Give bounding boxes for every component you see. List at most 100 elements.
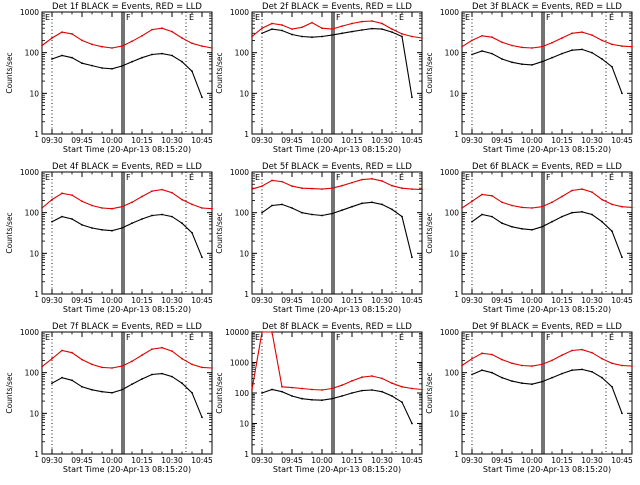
events-point <box>531 383 533 386</box>
events-point <box>521 63 523 66</box>
interval-marker-label: F <box>546 173 551 182</box>
lld-point <box>391 382 393 385</box>
x-tick-label: 10:15 <box>341 296 363 305</box>
lld-point <box>181 198 183 201</box>
events-point <box>151 214 153 217</box>
panel-det-4: Det 4f BLACK = Events, RED = LLD 1 10 100 10… <box>5 162 213 314</box>
lld-point <box>391 184 393 187</box>
events-point <box>121 227 123 229</box>
events-line <box>471 48 623 94</box>
y-axis-label: Counts/sec <box>215 52 224 93</box>
events-point <box>271 388 273 391</box>
interval-marker-label: E <box>45 13 50 22</box>
x-tick-label: 09:30 <box>41 456 63 465</box>
events-line <box>51 373 203 418</box>
plot-frame <box>251 171 423 295</box>
x-tick-label: 10:45 <box>191 136 213 145</box>
events-point <box>201 416 203 419</box>
lld-point <box>571 189 573 192</box>
events-point <box>401 401 403 404</box>
lld-line <box>41 347 213 369</box>
lld-point <box>81 200 83 203</box>
y-tick-label: 10 <box>449 249 459 258</box>
lld-point <box>621 45 623 47</box>
events-point <box>291 395 293 397</box>
interval-marker-label: E <box>399 13 404 22</box>
events-point <box>531 64 533 66</box>
events-point <box>381 390 383 393</box>
events-point <box>111 391 113 394</box>
events-point <box>591 51 593 54</box>
interval-marker-label: E <box>189 13 194 22</box>
x-tick-label: 10:45 <box>611 136 633 145</box>
events-point <box>201 96 203 99</box>
y-tick-label: 100 <box>235 209 250 218</box>
events-point <box>181 60 183 63</box>
events-point <box>481 213 483 216</box>
events-point <box>501 376 503 379</box>
lld-point <box>421 188 423 191</box>
x-tick-label: 10:00 <box>101 136 123 145</box>
lld-point <box>531 47 533 49</box>
y-tick-label: 1 <box>244 450 249 459</box>
lld-point <box>361 20 363 23</box>
lld-point <box>581 348 583 351</box>
events-point <box>411 422 413 425</box>
events-point <box>131 383 133 386</box>
lld-point <box>211 207 213 210</box>
y-axis-label: Counts/sec <box>425 372 434 413</box>
events-line <box>471 211 623 258</box>
events-point <box>401 35 403 38</box>
x-tick-label: 10:00 <box>311 296 333 305</box>
interval-marker-label: E <box>465 333 470 342</box>
x-tick-label: 09:45 <box>71 456 93 465</box>
lld-line <box>461 31 633 49</box>
events-line <box>51 53 203 98</box>
lld-point <box>561 354 563 356</box>
events-point <box>191 231 193 234</box>
events-point <box>181 222 183 225</box>
y-tick-label: 1000 <box>20 328 39 337</box>
events-point <box>581 210 583 213</box>
y-tick-label: 1 <box>34 290 39 299</box>
lld-point <box>311 388 313 391</box>
events-point <box>171 54 173 57</box>
events-point <box>601 220 603 223</box>
lld-point <box>561 37 563 39</box>
y-tick-label: 100 <box>235 389 250 398</box>
lld-point <box>41 365 43 368</box>
lld-point <box>391 28 393 30</box>
lld-point <box>121 205 123 208</box>
lld-point <box>461 364 463 367</box>
lld-point <box>41 44 43 47</box>
x-tick-label: 10:45 <box>191 296 213 305</box>
lld-point <box>191 363 193 366</box>
lld-point <box>151 348 153 350</box>
lld-point <box>551 201 553 204</box>
events-point <box>131 222 133 225</box>
events-point <box>181 382 183 385</box>
lld-point <box>381 377 383 380</box>
lld-point <box>421 37 423 39</box>
events-point <box>621 92 623 95</box>
panel-title: Det 3f BLACK = Events, RED = LLD <box>472 2 622 12</box>
events-point <box>111 229 113 232</box>
x-tick-label: 09:30 <box>461 456 483 465</box>
lld-point <box>51 357 53 360</box>
lld-point <box>401 187 403 190</box>
events-point <box>141 56 143 59</box>
lld-point <box>491 194 493 197</box>
lld-point <box>151 28 153 31</box>
lld-point <box>411 387 413 390</box>
lld-point <box>251 35 253 38</box>
events-point <box>171 215 173 218</box>
x-tick-label: 10:45 <box>611 456 633 465</box>
x-tick-label: 09:30 <box>251 456 273 465</box>
lld-point <box>351 181 353 184</box>
y-axis-label: Counts/sec <box>5 52 14 93</box>
x-tick-label: 10:30 <box>161 456 183 465</box>
events-point <box>311 398 313 401</box>
lld-point <box>481 34 483 37</box>
lld-point <box>61 192 63 195</box>
events-point <box>101 390 103 393</box>
